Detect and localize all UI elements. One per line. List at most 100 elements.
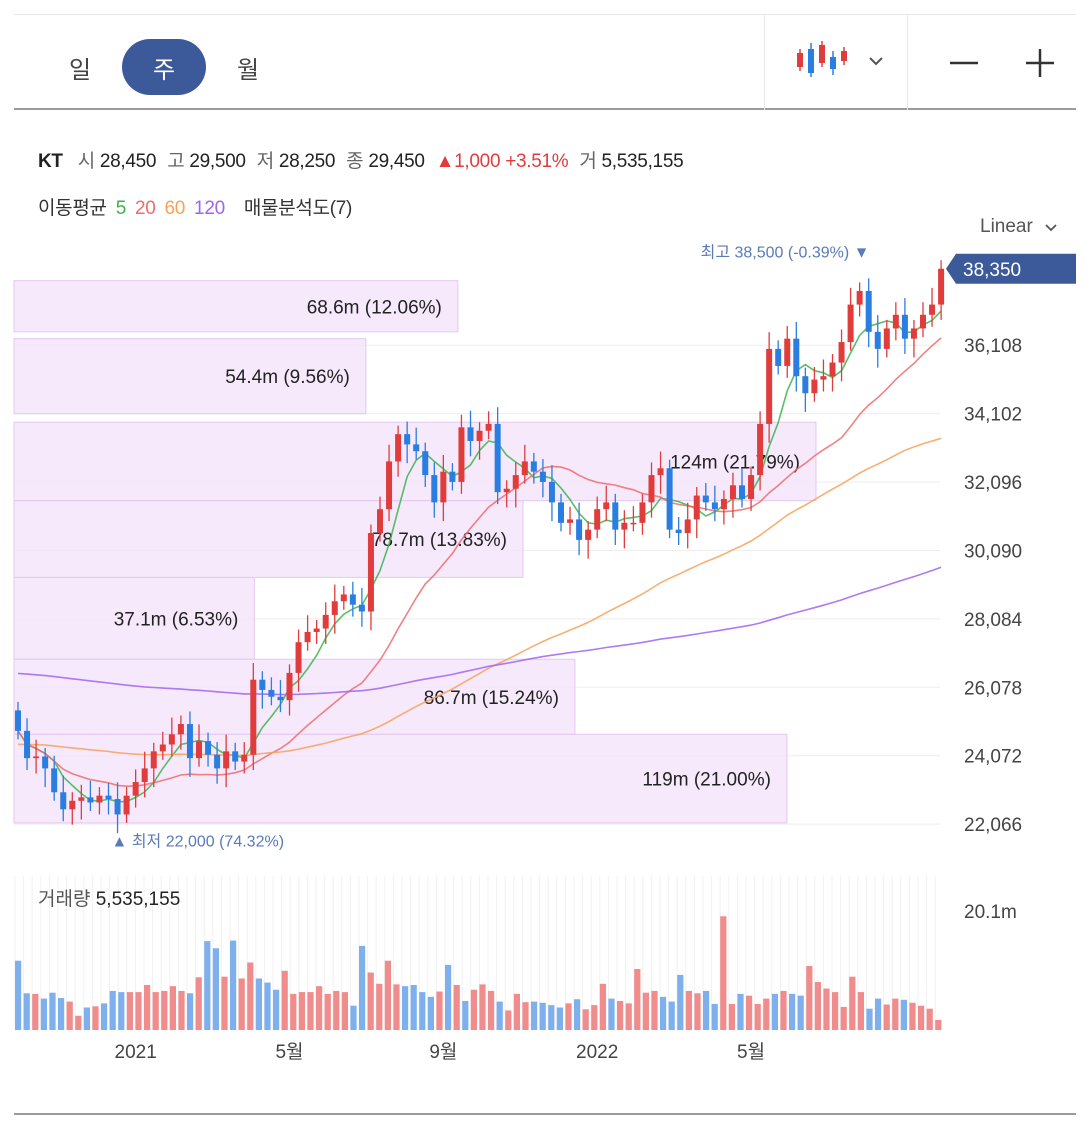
candle bbox=[440, 454, 447, 522]
candle-body bbox=[920, 314, 926, 329]
volume-bar bbox=[92, 1006, 99, 1030]
period-tab-day[interactable]: 일 bbox=[68, 56, 92, 84]
period-tab-week[interactable]: 주 bbox=[122, 39, 206, 95]
volume-bar bbox=[32, 993, 39, 1030]
candle bbox=[159, 731, 166, 760]
ma-120: 120 bbox=[194, 198, 225, 219]
candle-body bbox=[96, 795, 103, 803]
plus-icon[interactable] bbox=[1020, 43, 1060, 83]
volume-profile-label: 124m (21.79%) bbox=[670, 452, 800, 473]
candle bbox=[820, 359, 827, 392]
candle bbox=[793, 321, 800, 392]
candle bbox=[811, 366, 818, 402]
candle-body bbox=[693, 495, 700, 520]
volume-bar bbox=[892, 998, 899, 1030]
candle-body bbox=[648, 475, 655, 503]
volume-bar bbox=[316, 986, 323, 1030]
candle bbox=[413, 427, 420, 460]
candle-body bbox=[720, 498, 727, 510]
candle-body bbox=[440, 471, 447, 503]
candle bbox=[630, 506, 637, 532]
volume-bar bbox=[273, 989, 280, 1030]
candle-body bbox=[621, 522, 628, 530]
candle-body bbox=[367, 533, 374, 612]
candle bbox=[33, 739, 40, 774]
candle bbox=[69, 792, 76, 825]
volume-bar bbox=[40, 998, 47, 1030]
candle-body bbox=[449, 471, 456, 482]
candle bbox=[648, 462, 655, 518]
candle bbox=[657, 451, 664, 494]
period-tab-month[interactable]: 월 bbox=[236, 56, 260, 84]
moving-average-legend[interactable]: 이동평균 5 20 60 120 매물분석도(7) bbox=[38, 193, 356, 220]
candle bbox=[60, 775, 67, 822]
top-divider bbox=[14, 14, 1076, 15]
candle-body bbox=[42, 756, 49, 769]
candle-body bbox=[386, 461, 393, 510]
x-tick-label: 2021 bbox=[115, 1042, 157, 1063]
candle-body bbox=[404, 434, 411, 445]
candle-body bbox=[811, 379, 818, 394]
candle bbox=[367, 524, 374, 631]
candle bbox=[693, 487, 700, 539]
candle-body bbox=[422, 451, 429, 476]
candle bbox=[775, 340, 782, 375]
candle-body bbox=[567, 519, 574, 523]
volume-bar bbox=[445, 964, 452, 1030]
volume-bar bbox=[255, 978, 262, 1030]
candle bbox=[856, 282, 863, 317]
candle-body bbox=[503, 488, 510, 493]
ma-line-120 bbox=[17, 566, 942, 696]
y-tick-label: 30,090 bbox=[964, 541, 1022, 562]
volume-bar bbox=[531, 1001, 538, 1030]
candle-body bbox=[585, 529, 592, 540]
volume-bar bbox=[582, 1009, 589, 1030]
volume-bar bbox=[875, 998, 882, 1030]
candle bbox=[431, 462, 438, 518]
candle-body bbox=[196, 741, 202, 759]
volume-profile-label: 매물분석도(7) bbox=[243, 198, 353, 219]
volume-value: 5,535,155 bbox=[601, 151, 684, 172]
volume-bar bbox=[376, 983, 383, 1030]
candle bbox=[865, 278, 872, 348]
low-value: 28,250 bbox=[278, 151, 336, 172]
volume-bar bbox=[58, 998, 65, 1030]
scale-selector[interactable]: Linear bbox=[980, 216, 1060, 238]
candle bbox=[938, 260, 945, 320]
candle-body bbox=[521, 461, 528, 476]
candle-body bbox=[512, 475, 519, 489]
volume-bar bbox=[642, 992, 649, 1030]
candle-body bbox=[729, 485, 736, 499]
volume-profile-label: 119m (21.00%) bbox=[642, 770, 771, 791]
candle-body bbox=[250, 679, 257, 755]
candle bbox=[784, 326, 791, 378]
volume-bar bbox=[488, 990, 495, 1030]
volume-bar bbox=[402, 986, 409, 1030]
chart-type-chevron-down-icon[interactable] bbox=[864, 49, 888, 73]
volume-bar bbox=[900, 999, 907, 1030]
candle-body bbox=[51, 768, 58, 793]
x-tick-label: 5월 bbox=[737, 1041, 765, 1063]
candlestick-icon[interactable] bbox=[794, 39, 854, 83]
volume-bar bbox=[660, 996, 667, 1030]
y-axis: 36,108 34,102 32,096 30,090 28,084 26,078 24,0… bbox=[964, 336, 1023, 836]
candle bbox=[177, 715, 184, 750]
volume-bar bbox=[685, 990, 692, 1030]
open-label: 시 bbox=[77, 151, 95, 172]
candle-body bbox=[757, 423, 764, 476]
candle-body bbox=[856, 290, 863, 305]
candle bbox=[711, 485, 718, 522]
volume-bar bbox=[281, 970, 288, 1030]
volume-bar bbox=[298, 992, 305, 1030]
volume-profile: 68.6m (12.06%) 54.4m (9.56%) 124m (21.79%)… bbox=[13, 280, 817, 824]
candle-body bbox=[838, 342, 845, 363]
candle bbox=[910, 319, 917, 358]
volume-profile-label: 37.1m (6.53%) bbox=[114, 609, 239, 630]
minus-icon[interactable] bbox=[944, 43, 984, 83]
candle-body bbox=[938, 268, 945, 305]
volume-bar bbox=[608, 998, 615, 1030]
volume-bar bbox=[419, 992, 426, 1030]
candle-body bbox=[377, 509, 383, 534]
volume-bar bbox=[204, 941, 211, 1030]
